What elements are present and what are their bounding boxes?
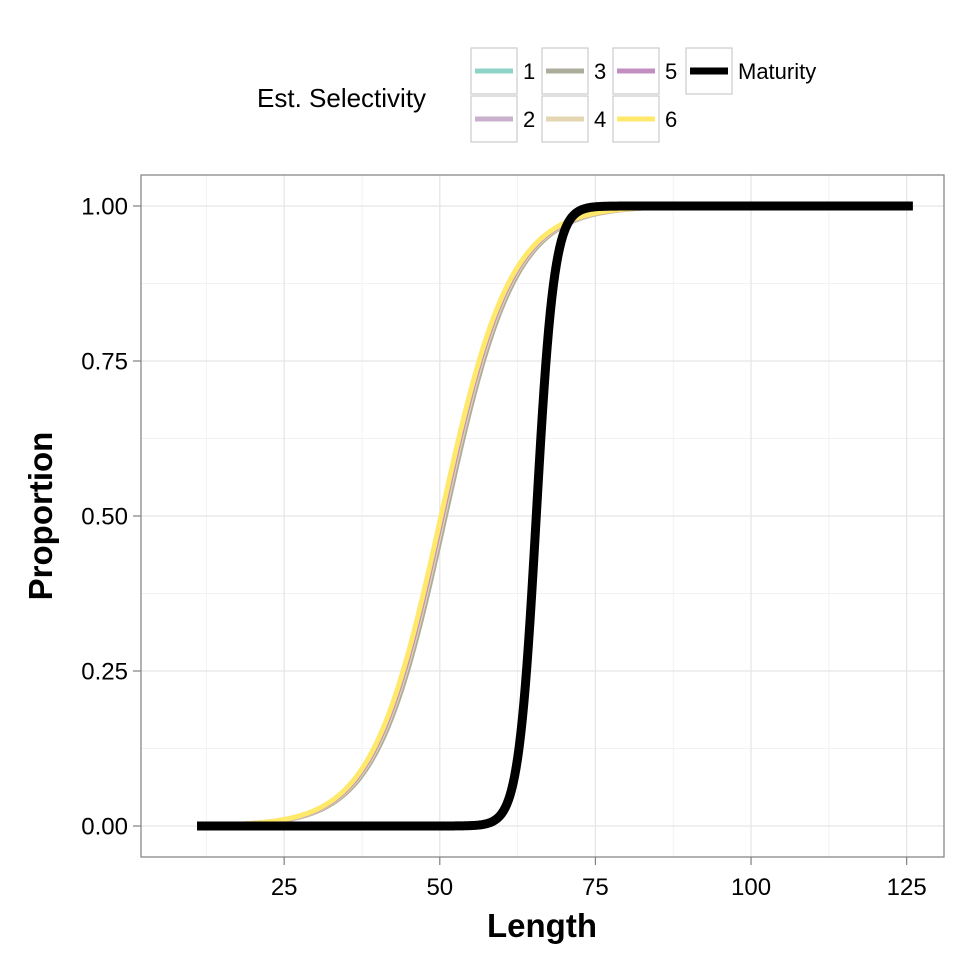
y-axis: 0.00 0.25 0.50 0.75 1.00: [81, 194, 141, 841]
legend-label: 4: [594, 107, 606, 132]
y-tick-label: 0.25: [81, 659, 128, 686]
x-tick-label: 125: [887, 874, 927, 901]
legend-label: 6: [665, 107, 677, 132]
x-tick-label: 75: [582, 874, 609, 901]
legend-label: 3: [594, 59, 606, 84]
legend-label: 2: [523, 107, 535, 132]
x-tick-label: 50: [426, 874, 453, 901]
legend-label: 5: [665, 59, 677, 84]
legend: Est. Selectivity 1 2 3 4 5 6 Maturity: [257, 47, 816, 143]
panel-grid: [141, 175, 944, 857]
x-axis-title: Length: [487, 907, 597, 944]
y-axis-title: Proportion: [22, 432, 59, 601]
y-tick-label: 0.00: [81, 814, 128, 841]
legend-label: 1: [523, 59, 535, 84]
x-axis: 25 50 75 100 125: [271, 857, 927, 901]
x-tick-label: 100: [731, 874, 771, 901]
y-tick-label: 0.50: [81, 504, 128, 531]
legend-label: Maturity: [738, 59, 816, 84]
x-tick-label: 25: [271, 874, 298, 901]
series-layer: [194, 201, 916, 831]
legend-title: Est. Selectivity: [257, 83, 426, 113]
y-tick-label: 1.00: [81, 194, 128, 221]
legend-keys: 1 2 3 4 5 6 Maturity: [470, 47, 816, 143]
y-tick-label: 0.75: [81, 349, 128, 376]
series-line-maturity: [194, 201, 916, 831]
